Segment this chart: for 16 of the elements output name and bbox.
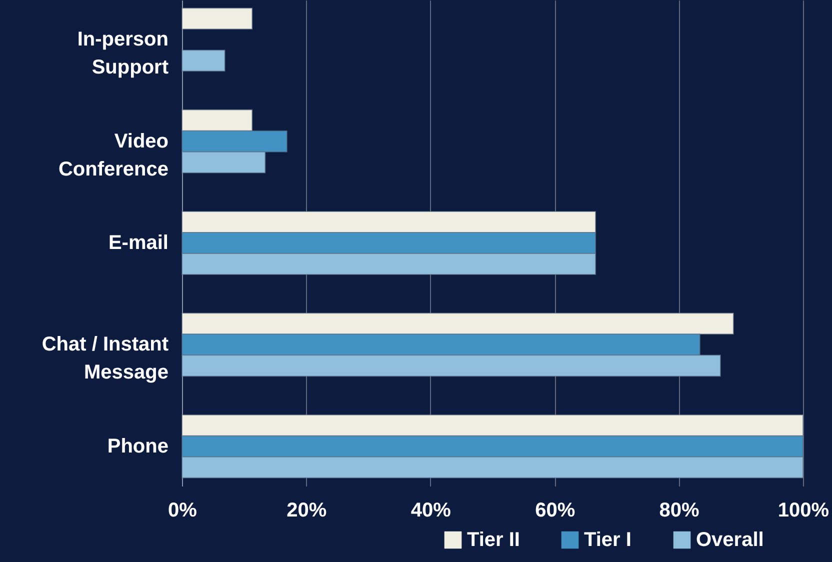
y-tick-label: Video Conference bbox=[58, 130, 168, 180]
legend-label: Tier I bbox=[584, 529, 632, 551]
x-tick-label: 0% bbox=[168, 500, 198, 522]
y-tick-label: In-person Support bbox=[77, 28, 169, 79]
y-tick-label: E-mail bbox=[108, 232, 168, 254]
bar bbox=[182, 8, 253, 30]
x-tick-label: 80% bbox=[659, 500, 700, 522]
y-tick-label: Phone bbox=[107, 435, 168, 458]
x-tick-label: 20% bbox=[286, 500, 327, 522]
legend-label: Tier II bbox=[467, 529, 520, 551]
bar bbox=[182, 50, 226, 72]
x-tick-label: 40% bbox=[410, 500, 452, 522]
y-tick-label: Chat / Instant Message bbox=[42, 334, 169, 384]
x-tick-label: 60% bbox=[535, 500, 576, 522]
legend-label: Overall bbox=[696, 529, 764, 551]
x-tick-label: 100% bbox=[778, 500, 830, 522]
